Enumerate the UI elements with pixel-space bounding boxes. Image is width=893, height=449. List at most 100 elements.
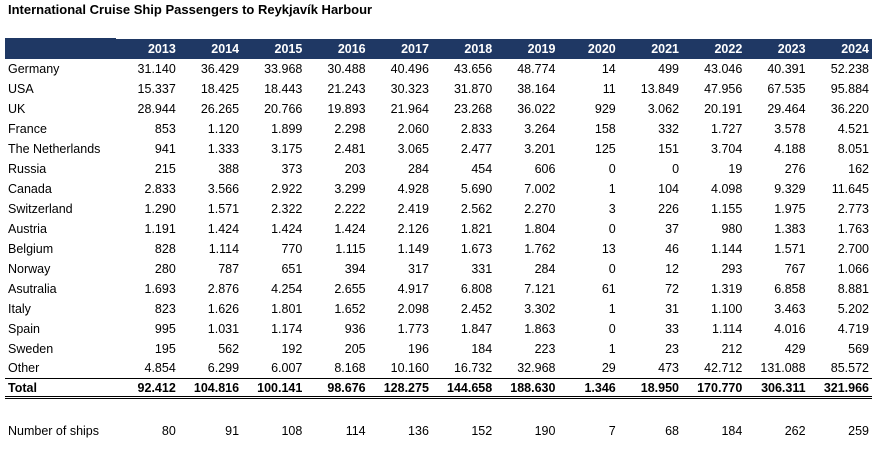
- value-cell: 11.645: [831, 181, 869, 196]
- value-cell: 1.424: [271, 221, 303, 236]
- value-cell: 2.481: [334, 141, 366, 156]
- year-header: 2023: [777, 41, 806, 56]
- value-cell: 4.016: [774, 321, 806, 336]
- total-row: Total 92.412 104.816 100.141 98.676 128.275 14…: [5, 378, 872, 399]
- value-cell: 2.222: [334, 201, 366, 216]
- value-cell: 2.833: [144, 181, 176, 196]
- value-cell: 9.329: [774, 181, 806, 196]
- value-cell: 104: [658, 181, 680, 196]
- value-cell: 19.893: [327, 101, 366, 116]
- row-label: Austria: [8, 221, 47, 236]
- value-cell: 52.238: [830, 61, 869, 76]
- value-cell: 473: [658, 361, 680, 376]
- value-cell: 18.443: [264, 81, 303, 96]
- value-cell: 26.265: [200, 101, 240, 116]
- value-cell: 317: [408, 261, 429, 276]
- value-cell: 1.290: [144, 201, 176, 216]
- value-cell: 651: [281, 261, 303, 276]
- value-cell: 46: [665, 241, 680, 256]
- passenger-table: 2013 2014 2015 2016 2017 2018 2019 2020 2021 2022…: [5, 38, 872, 441]
- value-cell: 30.488: [327, 61, 366, 76]
- value-cell: 2.700: [837, 241, 869, 256]
- value-cell: 20.766: [264, 101, 303, 116]
- row-label: France: [8, 121, 47, 136]
- year-header: 2015: [274, 41, 303, 56]
- value-cell: 2.876: [207, 281, 240, 296]
- value-cell: 7.121: [524, 281, 556, 296]
- value-cell: 3.704: [711, 141, 743, 156]
- spacer-cell: [5, 398, 872, 421]
- table-row: Norway 280 787 651 394 317 331 284 0 12 293 767 1.06…: [5, 259, 872, 279]
- table-row: The Netherlands 941 1.333 3.175 2.481 3.065 2.…: [5, 139, 872, 159]
- value-cell: 80: [161, 423, 176, 438]
- header-country-cell: [5, 38, 116, 59]
- value-cell: 1.191: [144, 221, 176, 236]
- row-label: Belgium: [8, 241, 54, 256]
- value-cell: 4.917: [397, 281, 429, 296]
- table-header-row: 2013 2014 2015 2016 2017 2018 2019 2020 2021 2022…: [5, 38, 872, 59]
- table-row: Other 4.854 6.299 6.007 8.168 10.160 16.732 32.…: [5, 359, 872, 379]
- row-label: Other: [8, 361, 40, 376]
- row-label: Russia: [8, 161, 47, 176]
- value-cell: 293: [721, 261, 743, 276]
- value-cell: 91: [225, 423, 240, 438]
- value-cell: 499: [658, 61, 680, 76]
- value-cell: 38.164: [517, 81, 556, 96]
- value-cell: 1.693: [144, 281, 176, 296]
- value-cell: 0: [608, 321, 616, 336]
- value-cell: 4.854: [144, 361, 176, 376]
- value-cell: 2.126: [397, 221, 429, 236]
- value-cell: 12: [665, 261, 680, 276]
- value-cell: 1.975: [774, 201, 806, 216]
- value-cell: 184: [471, 341, 493, 356]
- value-cell: 13: [601, 241, 616, 256]
- value-cell: 4.928: [397, 181, 429, 196]
- value-cell: 48.774: [517, 61, 556, 76]
- value-cell: 941: [154, 141, 176, 156]
- value-cell: 13.849: [640, 81, 680, 96]
- value-cell: 2.322: [271, 201, 303, 216]
- value-cell: 47.956: [704, 81, 743, 96]
- year-header: 2014: [211, 41, 240, 56]
- value-cell: 1.673: [460, 241, 493, 256]
- value-cell: 936: [344, 321, 366, 336]
- value-cell: 29.464: [767, 101, 806, 116]
- spacer-row: [5, 398, 872, 421]
- value-cell: 1.383: [774, 221, 806, 236]
- table-row: Asutralia 1.693 2.876 4.254 2.655 4.917 6.808 7…: [5, 279, 872, 299]
- value-cell: 1.174: [271, 321, 303, 336]
- value-cell: 42.712: [704, 361, 743, 376]
- value-cell: 767: [784, 261, 806, 276]
- row-label: Asutralia: [8, 281, 57, 296]
- row-label: Sweden: [8, 341, 54, 356]
- value-cell: 223: [534, 341, 556, 356]
- value-cell: 569: [848, 341, 869, 356]
- value-cell: 114: [345, 423, 366, 438]
- year-header: 2021: [651, 41, 680, 56]
- value-cell: 1.571: [207, 201, 240, 216]
- value-cell: 3.578: [774, 121, 806, 136]
- table-row: Spain 995 1.031 1.174 936 1.773 1.847 1.863 0 33 1…: [5, 319, 872, 339]
- value-cell: 5.202: [837, 301, 869, 316]
- value-cell: 151: [658, 141, 680, 156]
- value-cell: 394: [344, 261, 366, 276]
- row-label: Italy: [8, 301, 31, 316]
- value-cell: 18.950: [618, 378, 683, 399]
- value-cell: 1: [608, 181, 616, 196]
- value-cell: 1.626: [207, 301, 240, 316]
- year-header: 2020: [587, 41, 616, 56]
- value-cell: 1.333: [207, 141, 240, 156]
- value-cell: 6.858: [774, 281, 806, 296]
- value-cell: 3.302: [524, 301, 556, 316]
- value-cell: 4.098: [711, 181, 743, 196]
- value-cell: 828: [154, 241, 176, 256]
- row-label: Spain: [8, 321, 40, 336]
- year-header: 2018: [464, 41, 493, 56]
- value-cell: 40.496: [390, 61, 429, 76]
- value-cell: 108: [281, 423, 303, 438]
- value-cell: 196: [408, 341, 429, 356]
- value-cell: 30.323: [390, 81, 429, 96]
- value-cell: 23.268: [453, 101, 493, 116]
- value-cell: 1.801: [271, 301, 303, 316]
- value-cell: 1.821: [460, 221, 493, 236]
